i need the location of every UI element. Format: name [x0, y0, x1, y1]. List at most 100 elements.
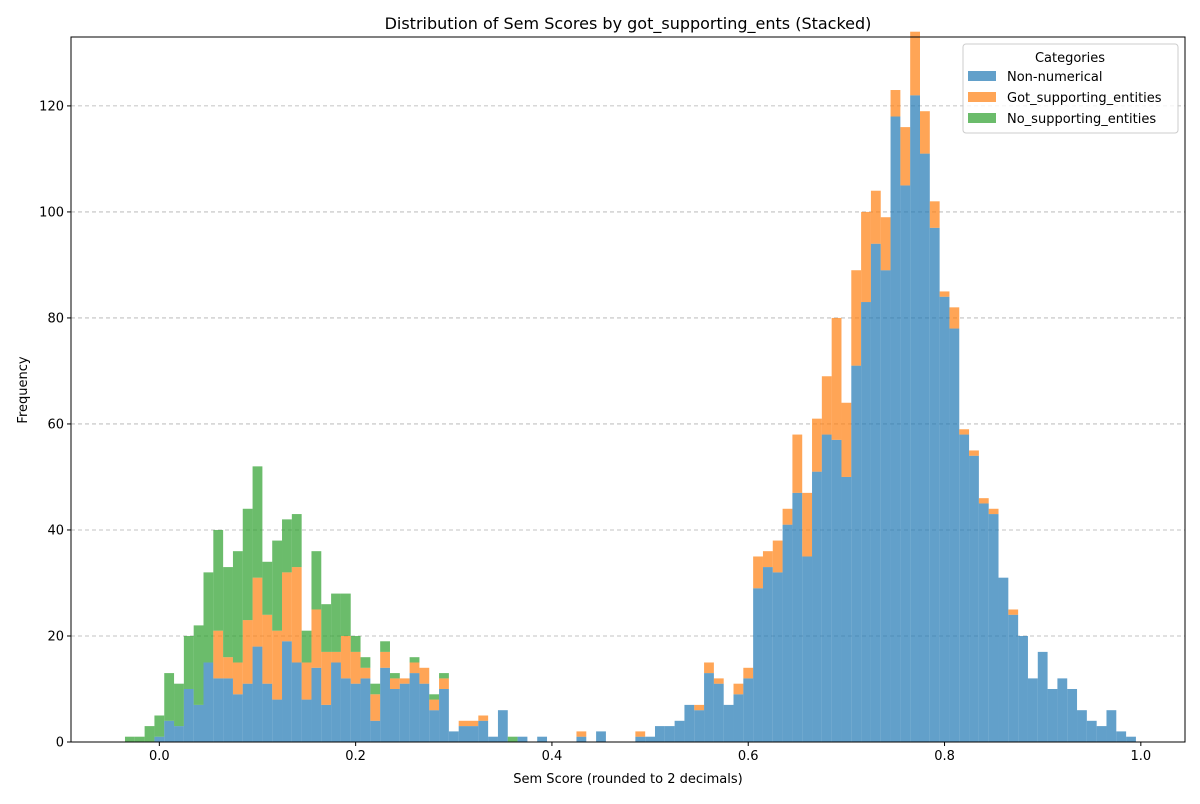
bar-non-numerical: [1126, 736, 1136, 742]
chart-title: Distribution of Sem Scores by got_suppor…: [385, 14, 872, 34]
legend-label: No_supporting_entities: [1007, 112, 1156, 127]
bar-got-supporting-entities: [969, 450, 979, 456]
bar-got-supporting-entities: [301, 662, 312, 700]
bar-non-numerical: [321, 704, 332, 742]
bar-got-supporting-entities: [959, 429, 970, 435]
bar-got-supporting-entities: [900, 127, 911, 186]
bar-non-numerical: [802, 556, 813, 742]
bar-non-numerical: [537, 736, 548, 742]
bar-non-numerical: [929, 227, 940, 742]
legend-items: Non-numerical Got_supporting_entities No_s…: [968, 70, 1162, 127]
bar-non-numerical: [959, 434, 970, 742]
bar-got-supporting-entities: [350, 651, 361, 684]
bar-non-numerical: [291, 662, 302, 742]
bar-non-numerical: [350, 683, 361, 742]
bar-got-supporting-entities: [272, 630, 283, 700]
y-tick-label: 60: [47, 417, 64, 432]
bar-got-supporting-entities: [890, 90, 901, 117]
bar-non-numerical: [1067, 688, 1078, 742]
bar-non-numerical: [409, 673, 420, 742]
legend-swatch: [968, 113, 996, 123]
x-axis-ticks: 0.0 0.2 0.4 0.6 0.8 1.0: [149, 742, 1151, 764]
bar-no-supporting-entities: [232, 551, 243, 663]
bar-got-supporting-entities: [841, 402, 852, 477]
bar-non-numerical: [576, 736, 587, 742]
bar-non-numerical: [331, 662, 341, 742]
bar-got-supporting-entities: [919, 111, 930, 154]
bar-no-supporting-entities: [331, 593, 341, 652]
y-axis-ticks: 0 20 40 60 80 100 120: [39, 99, 71, 751]
bar-non-numerical: [340, 678, 351, 742]
bar-no-supporting-entities: [203, 572, 214, 663]
bar-got-supporting-entities: [694, 704, 705, 711]
bar-no-supporting-entities: [262, 561, 273, 615]
y-tick-label: 120: [39, 99, 64, 114]
bar-got-supporting-entities: [743, 667, 754, 679]
bar-non-numerical: [939, 296, 950, 742]
bar-got-supporting-entities: [851, 270, 862, 366]
bar-non-numerical: [242, 683, 253, 742]
bar-non-numerical: [978, 503, 989, 742]
bar-non-numerical: [851, 365, 862, 742]
y-tick-label: 0: [56, 736, 64, 751]
bar-got-supporting-entities: [429, 699, 440, 711]
bar-non-numerical: [439, 688, 449, 742]
bar-non-numerical: [900, 185, 911, 743]
bar-non-numerical: [841, 476, 852, 742]
x-tick-label: 0.6: [738, 749, 759, 764]
bars: [124, 31, 1136, 743]
bar-non-numerical: [311, 667, 322, 742]
bar-no-supporting-entities: [389, 673, 400, 679]
bar-non-numerical: [1077, 710, 1087, 742]
bar-got-supporting-entities: [713, 678, 724, 684]
bar-no-supporting-entities: [174, 683, 184, 727]
bar-no-supporting-entities: [213, 529, 224, 631]
bar-non-numerical: [1116, 731, 1127, 742]
bar-non-numerical: [762, 567, 773, 742]
bar-no-supporting-entities: [144, 726, 155, 742]
bar-got-supporting-entities: [242, 620, 253, 684]
bar-got-supporting-entities: [360, 667, 371, 679]
bar-no-supporting-entities: [272, 540, 283, 631]
y-tick-label: 80: [47, 311, 64, 326]
bar-non-numerical: [664, 726, 675, 742]
bar-no-supporting-entities: [282, 519, 292, 573]
y-tick-label: 20: [47, 629, 64, 644]
bar-non-numerical: [645, 736, 655, 742]
bar-non-numerical: [213, 678, 224, 742]
bar-non-numerical: [713, 683, 724, 742]
bar-non-numerical: [596, 731, 606, 742]
bar-no-supporting-entities: [311, 551, 322, 610]
bar-got-supporting-entities: [870, 190, 881, 244]
bar-non-numerical: [723, 704, 734, 742]
bar-non-numerical: [821, 434, 832, 742]
bar-non-numerical: [419, 683, 430, 742]
bar-got-supporting-entities: [282, 572, 292, 642]
bar-non-numerical: [733, 694, 744, 742]
bar-got-supporting-entities: [232, 662, 243, 695]
bar-non-numerical: [1008, 614, 1019, 742]
bar-non-numerical: [684, 704, 695, 742]
bar-no-supporting-entities: [154, 715, 165, 737]
bar-non-numerical: [1057, 678, 1068, 742]
bar-got-supporting-entities: [949, 307, 960, 329]
bar-non-numerical: [1086, 720, 1097, 742]
bar-got-supporting-entities: [380, 651, 390, 668]
bar-non-numerical: [262, 683, 273, 742]
bar-got-supporting-entities: [733, 683, 744, 695]
bar-no-supporting-entities: [242, 508, 253, 621]
bar-non-numerical: [1096, 726, 1107, 742]
x-tick-label: 0.4: [542, 749, 563, 764]
bar-non-numerical: [949, 328, 960, 742]
bar-got-supporting-entities: [409, 662, 420, 674]
bar-non-numerical: [458, 726, 469, 742]
x-axis-label: Sem Score (rounded to 2 decimals): [513, 772, 742, 787]
bar-no-supporting-entities: [164, 673, 175, 721]
bar-non-numerical: [792, 492, 803, 742]
bar-non-numerical: [517, 736, 528, 742]
bar-non-numerical: [870, 243, 881, 743]
bar-non-numerical: [193, 704, 204, 742]
bar-non-numerical: [694, 710, 705, 742]
bar-no-supporting-entities: [360, 657, 371, 668]
